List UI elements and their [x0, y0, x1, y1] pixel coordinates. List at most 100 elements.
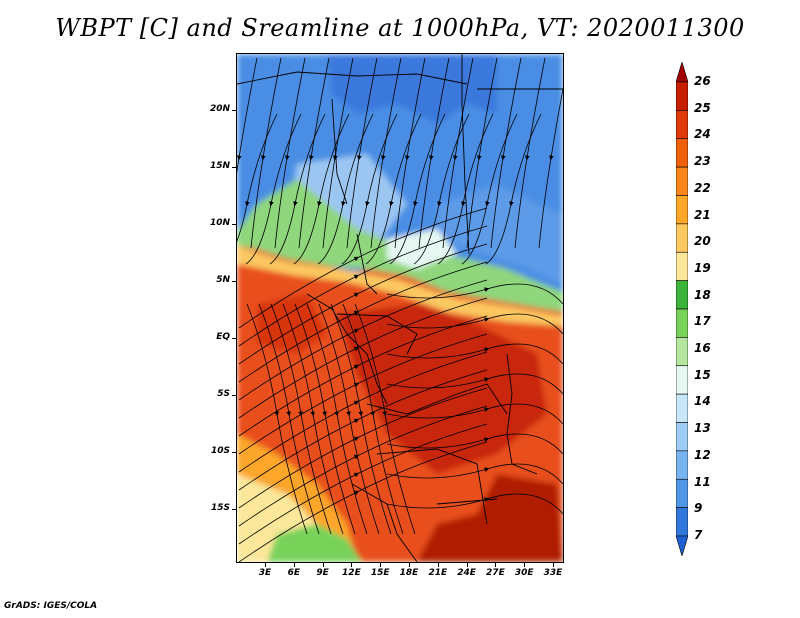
streamline — [238, 351, 488, 473]
lon-tick — [322, 563, 324, 567]
streamline — [386, 283, 563, 305]
streamline — [238, 207, 488, 329]
streamline — [237, 113, 278, 242]
lon-tick-label: 33E — [543, 568, 563, 578]
streamline — [238, 423, 488, 545]
colorbar-tick-label: 26 — [694, 74, 711, 88]
streamline — [238, 333, 488, 455]
lat-tick-label: 20N — [209, 104, 230, 114]
colorbar-segment — [676, 251, 688, 281]
streamline — [466, 57, 498, 249]
footer-credit: GrADS: IGES/COLA — [4, 601, 98, 611]
colorbar-segment — [676, 81, 688, 111]
colorbar-segment — [676, 337, 688, 367]
streamline — [258, 303, 320, 535]
streamline — [354, 303, 416, 535]
streamline — [317, 113, 374, 265]
colorbar-tick-label: 9 — [694, 501, 703, 516]
colorbar-tick-label: 24 — [694, 127, 711, 142]
colorbar-segment — [676, 478, 688, 508]
streamline — [237, 57, 258, 174]
streamline — [386, 373, 563, 395]
streamline — [282, 303, 344, 535]
streamline — [346, 57, 378, 249]
lon-tick-label: 12E — [342, 568, 361, 578]
lat-tick — [232, 338, 236, 339]
streamline — [442, 57, 474, 249]
colorbar-tick-label: 18 — [694, 287, 711, 302]
lon-tick-label: 9E — [316, 568, 329, 578]
streamline — [238, 369, 488, 491]
colorbar-tick-label: 7 — [694, 528, 703, 542]
colorbar-segment — [676, 195, 688, 225]
colorbar-tick-label: 14 — [694, 394, 711, 409]
streamline — [238, 441, 488, 562]
lon-tick-label: 18E — [399, 568, 419, 578]
colorbar-tick-label: 13 — [694, 421, 711, 436]
colorbar-segment — [676, 507, 688, 537]
colorbar-tick-label: 19 — [694, 260, 711, 275]
streamline — [238, 261, 488, 383]
lon-tick-label: 27E — [486, 568, 505, 578]
colorbar-segment — [676, 280, 688, 310]
colorbar-tick-label: 23 — [694, 154, 711, 169]
streamline — [485, 113, 542, 265]
streamline — [386, 433, 563, 455]
streamline — [298, 57, 330, 249]
temperature-field — [237, 54, 563, 562]
colorbar-tick-label: 16 — [694, 341, 711, 356]
country-borders — [237, 54, 563, 562]
streamline — [341, 113, 398, 265]
map-panel — [236, 53, 564, 563]
streamline — [238, 225, 488, 347]
colorbar-segment — [676, 422, 688, 452]
lon-tick-label: 24E — [457, 568, 476, 578]
lat-tick — [232, 281, 236, 282]
streamline — [386, 463, 563, 485]
streamline — [274, 57, 306, 249]
streamline — [370, 57, 402, 249]
streamline — [490, 57, 522, 249]
lon-tick-label: 21E — [428, 568, 448, 578]
lon-tick-label: 15E — [370, 568, 390, 578]
lon-tick — [466, 563, 468, 567]
colorbar — [676, 62, 688, 556]
lat-tick-label: 15S — [210, 503, 230, 513]
lon-tick — [293, 563, 295, 567]
streamline — [386, 403, 563, 425]
streamline — [294, 303, 356, 535]
chart-title: WBPT [C] and Sreamline at 1000hPa, VT: 2… — [55, 14, 745, 42]
lat-tick-label: EQ — [216, 332, 230, 342]
lon-tick — [409, 563, 410, 567]
streamline — [514, 57, 546, 249]
streamline — [386, 343, 563, 365]
colorbar-segment — [676, 365, 688, 395]
streamline — [238, 387, 488, 509]
colorbar-bottom-triangle — [676, 535, 688, 556]
colorbar-tick-label: 21 — [694, 207, 711, 222]
lat-tick-label: 10S — [210, 446, 230, 456]
colorbar-tick-label: 22 — [694, 180, 711, 195]
streamline — [386, 493, 563, 515]
streamline — [418, 57, 450, 249]
lon-tick — [265, 563, 266, 567]
streamline — [270, 303, 332, 535]
streamline — [293, 113, 350, 265]
lat-tick — [232, 224, 236, 225]
colorbar-tick-label: 12 — [694, 447, 711, 462]
streamline — [365, 113, 422, 265]
streamline — [245, 113, 302, 265]
lon-tick-label: 30E — [514, 568, 534, 578]
lon-tick — [437, 563, 439, 567]
lat-tick — [232, 167, 236, 168]
lat-tick-label: 10N — [209, 218, 230, 228]
colorbar-segment — [676, 166, 688, 196]
streamlines — [237, 57, 563, 562]
lat-tick — [232, 509, 236, 510]
streamline — [238, 243, 488, 365]
colorbar-segment — [676, 308, 688, 338]
streamline — [322, 57, 354, 249]
lon-tick-label: 3E — [258, 568, 272, 578]
streamline — [330, 303, 392, 535]
lon-tick — [380, 563, 382, 567]
